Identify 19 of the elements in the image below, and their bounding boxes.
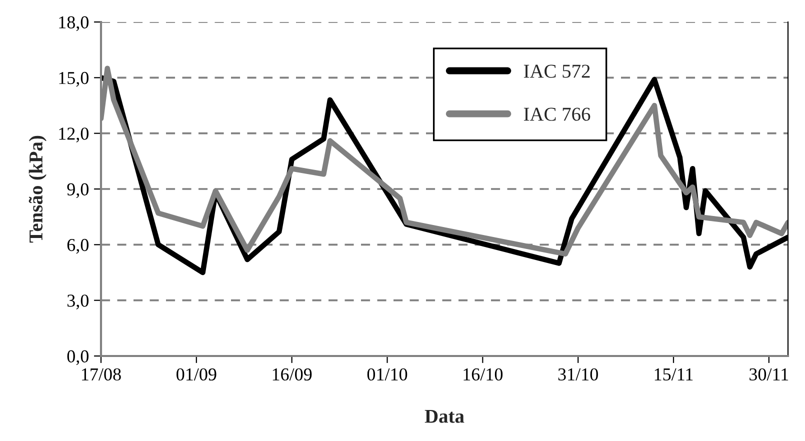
y-tick-label: 12,0 [59, 128, 89, 142]
x-tick-label: 15/11 [654, 368, 693, 381]
y-tick-label: 15,0 [59, 72, 89, 87]
x-tick-label: 30/11 [750, 368, 788, 381]
x-axis-title: Data [424, 410, 464, 423]
y-tick-label: 3,0 [67, 294, 89, 310]
x-tick-label: 16/09 [272, 368, 312, 381]
x-tick-label: 17/08 [82, 368, 121, 381]
x-tick-label: 16/10 [464, 368, 503, 381]
legend-label: IAC 766 [524, 108, 590, 121]
y-tick-label: 0,0 [67, 350, 89, 366]
legend-label: IAC 572 [524, 64, 590, 78]
y-axis-title: Tensão (kPa) [28, 136, 46, 243]
y-tick-label: 9,0 [67, 183, 89, 198]
x-tick-label: 31/10 [558, 368, 598, 381]
y-tick-label: 18,0 [59, 16, 89, 32]
x-tick-label: 01/10 [367, 368, 408, 381]
y-tick-label: 6,0 [67, 238, 89, 254]
x-tick-label: 01/09 [176, 368, 216, 381]
